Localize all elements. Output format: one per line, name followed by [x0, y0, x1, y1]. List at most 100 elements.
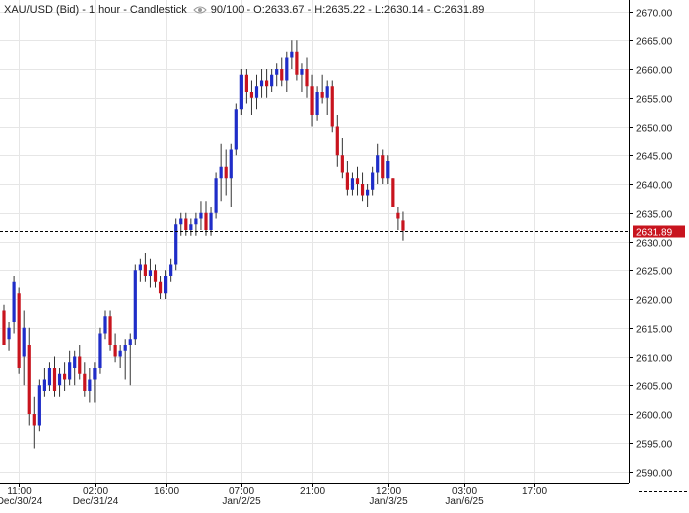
candle-body: [93, 368, 97, 380]
y-tick-label: 2670.00: [636, 9, 673, 20]
candle-body: [275, 69, 279, 75]
x-tick-time: 17:00: [522, 486, 547, 497]
candle-body: [214, 178, 218, 213]
candle-body: [360, 184, 365, 196]
x-tick-date: Jan/2/25: [222, 496, 261, 507]
x-tick-time: 21:00: [300, 486, 325, 497]
candle-body: [265, 80, 269, 87]
last-price-label: 2631.89: [636, 228, 673, 239]
candle-body: [244, 74, 248, 92]
candle-body: [249, 92, 254, 98]
candle-body: [68, 362, 72, 380]
x-tick-time: 12:00: [376, 486, 401, 497]
candle-body: [179, 218, 183, 225]
candle-body: [118, 350, 122, 357]
x-tick-time: 02:00: [83, 486, 108, 497]
candle-body: [310, 86, 314, 115]
candle-body: [254, 86, 259, 98]
x-tick-date: Jan/3/25: [369, 496, 408, 507]
candle-body: [164, 276, 168, 294]
candle-body: [350, 178, 355, 190]
candle-body: [133, 270, 137, 340]
candle-body: [83, 373, 87, 391]
y-tick-label: 2600.00: [636, 411, 673, 422]
candle-body: [320, 92, 324, 98]
candle-body: [391, 178, 395, 207]
candle-body: [148, 270, 153, 276]
y-tick-label: 2620.00: [636, 296, 673, 307]
candle-body: [229, 149, 233, 179]
candle-body: [184, 218, 188, 230]
y-tick-label: 2595.00: [636, 440, 673, 451]
candle-body: [330, 86, 334, 127]
candle-body: [37, 385, 41, 426]
chart-header: XAU/USD (Bid) - 1 hour - Candlestick 90/…: [4, 4, 484, 16]
x-tick-time: 16:00: [154, 486, 179, 497]
candle-body: [98, 333, 102, 368]
y-tick-label: 2640.00: [636, 181, 673, 192]
candle-body: [57, 373, 62, 386]
candle-body: [355, 178, 360, 184]
x-tick-time: 07:00: [229, 486, 254, 497]
candle-body: [204, 212, 208, 230]
candle-body: [78, 356, 82, 374]
candle-body: [123, 345, 127, 351]
candle-body: [22, 327, 26, 357]
y-tick-label: 2660.00: [636, 66, 673, 77]
candle-body: [113, 345, 117, 357]
candle-body: [52, 368, 57, 391]
candle-body: [153, 270, 158, 282]
eye-icon[interactable]: [193, 5, 207, 15]
candle-body: [189, 224, 193, 230]
candle-body: [194, 218, 198, 225]
y-tick-label: 2635.00: [636, 210, 673, 221]
candle-body: [345, 172, 349, 190]
candle-body: [224, 166, 228, 179]
grid-lines: [0, 0, 629, 483]
candle-body: [199, 212, 203, 219]
candle-body: [138, 264, 142, 271]
candle-body: [340, 155, 344, 173]
candle-body: [169, 264, 173, 276]
last-price-label-bg: [633, 225, 685, 238]
candle-body: [239, 74, 243, 110]
y-tick-label: 2615.00: [636, 325, 673, 336]
candle-body: [290, 51, 294, 58]
candle-body: [376, 155, 380, 173]
y-tick-label: 2605.00: [636, 382, 673, 393]
candle-body: [103, 316, 107, 334]
candles: [2, 40, 405, 449]
candle-body: [280, 69, 284, 81]
x-tick-time: 03:00: [452, 486, 477, 497]
candle-body: [88, 379, 92, 391]
candle-body: [174, 224, 178, 265]
candle-body: [27, 345, 31, 414]
candle-body: [234, 109, 238, 150]
y-tick-label: 2590.00: [636, 469, 673, 480]
candle-body: [209, 212, 213, 230]
candle-body: [128, 339, 132, 345]
candle-body: [108, 316, 112, 345]
y-tick-label: 2655.00: [636, 95, 673, 106]
x-tick-date: Dec/31/24: [73, 496, 119, 507]
candle-body: [295, 51, 299, 75]
candle-body: [2, 310, 6, 345]
candle-body: [63, 373, 67, 380]
candle-body: [366, 189, 370, 196]
x-tick-date: Dec/30/24: [0, 496, 43, 507]
candle-body: [396, 212, 400, 219]
x-tick-date: Jan/6/25: [445, 496, 484, 507]
candle-body: [335, 126, 339, 156]
candle-body: [73, 356, 77, 368]
candle-body: [12, 281, 16, 322]
visible-count: 90/100: [210, 4, 245, 16]
last-price-line: 2631.89: [0, 225, 685, 239]
candle-body: [371, 172, 375, 190]
y-tick-label: 2665.00: [636, 37, 673, 48]
candle-body: [305, 69, 309, 87]
candle-body: [42, 379, 46, 391]
y-tick-label: 2650.00: [636, 124, 673, 135]
